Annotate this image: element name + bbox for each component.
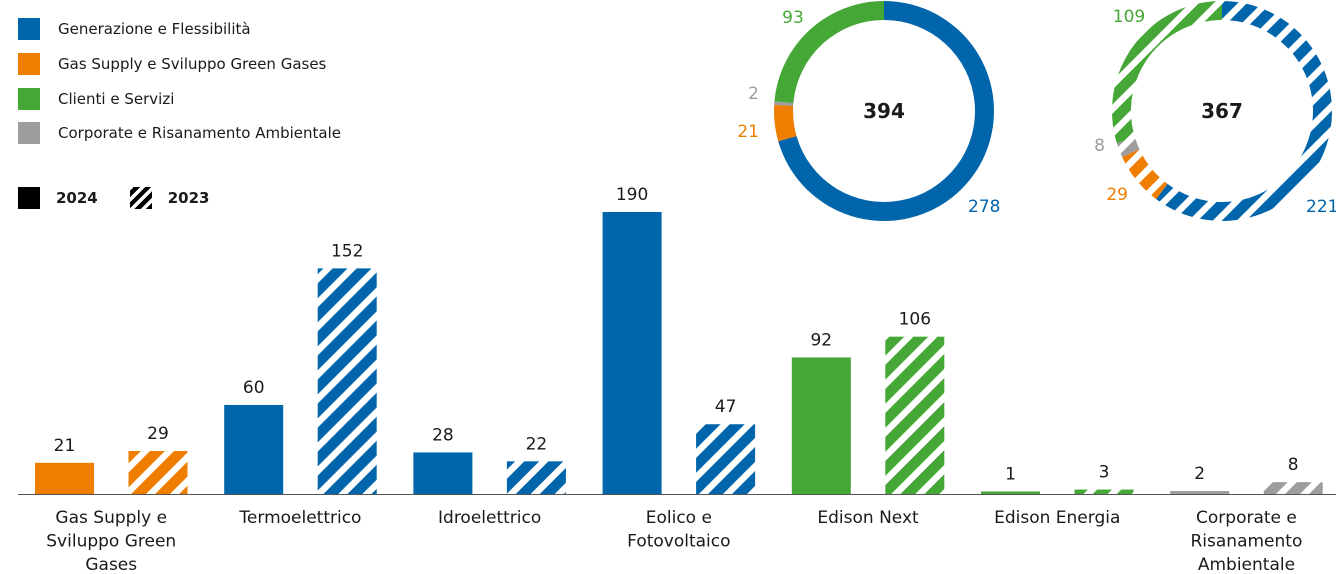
donut-2024-slice-3 (774, 1, 884, 104)
bar-value-label: 92 (810, 330, 832, 350)
legend-swatch (18, 87, 40, 110)
donut-charts: 278 21 2 93 394 221 29 8 109 367 (737, 1, 1336, 221)
category-label: Edison Energia (994, 508, 1120, 528)
category-label: Corporate e Risanamento Ambientale (1191, 508, 1303, 574)
bar-value-label: 152 (331, 241, 363, 261)
category-label-line: Gases (85, 555, 137, 574)
donut-slice-label: 29 (1106, 185, 1128, 205)
legend-item-generazione: Generazione e Flessibilità (18, 12, 341, 47)
bar-2023-6 (1263, 482, 1323, 494)
legend-item-clienti: Clienti e Servizi (18, 81, 341, 116)
donut-2023-slice-3 (1112, 1, 1222, 144)
category-label-line: Risanamento (1191, 532, 1303, 552)
category-label-line: Sviluppo Green (46, 532, 176, 552)
donut-2023-slice-1 (1122, 149, 1168, 200)
category-label: Gas Supply e Sviluppo Green Gases (46, 508, 176, 574)
bar-value-label: 47 (715, 397, 737, 417)
bar-value-label: 2 (1194, 464, 1205, 484)
bar-2023-4 (885, 336, 945, 494)
category-label-line: Gas Supply e (55, 508, 167, 528)
donut-slice-label: 221 (1306, 197, 1336, 217)
legend-item-gas-supply: Gas Supply e Sviluppo Green Gases (18, 47, 341, 82)
category-label-line: Edison Next (817, 508, 919, 528)
year-swatch-solid (18, 187, 40, 209)
bar-value-label: 60 (243, 378, 265, 398)
bar-value-label: 8 (1288, 455, 1299, 475)
year-label-2023: 2023 (167, 189, 210, 207)
legend-swatch (18, 18, 40, 41)
category-label-line: Termoelettrico (238, 508, 361, 528)
category-label: Edison Next (817, 508, 919, 528)
category-label-line: Edison Energia (994, 508, 1120, 528)
category-label: Eolico e Fotovoltaico (627, 508, 730, 552)
bar-2023-5 (1074, 489, 1134, 494)
bar-value-label: 22 (526, 434, 548, 454)
bar-2024-6 (1170, 491, 1230, 494)
donut-slice-label: 8 (1094, 136, 1105, 156)
donut-2024-slice-1 (774, 104, 797, 142)
bar-value-label: 106 (899, 310, 931, 330)
donut-slice-label: 93 (782, 8, 804, 28)
category-label-line: Fotovoltaico (627, 532, 730, 552)
legend-label: Generazione e Flessibilità (58, 20, 251, 39)
bar-2024-3 (602, 212, 662, 494)
donut-2023-slice-0 (1156, 1, 1332, 221)
bar-2023-3 (696, 424, 756, 494)
donut-2024-slice-2 (774, 101, 794, 106)
donut-total-2023: 367 (1201, 99, 1243, 123)
legend-label: Clienti e Servizi (58, 89, 175, 108)
bar-2023-2 (506, 461, 566, 494)
year-label-2024: 2024 (56, 189, 98, 207)
legend-label: Gas Supply e Sviluppo Green Gases (58, 55, 327, 74)
bar-2024-0 (35, 462, 94, 494)
year-legend: 2024 2023 (18, 187, 242, 209)
category-label: Idroelettrico (438, 508, 541, 528)
donut-2023-slice-2 (1116, 137, 1140, 158)
donut-slice-label: 109 (1113, 7, 1145, 27)
legend-item-corporate: Corporate e Risanamento Ambientale (18, 116, 341, 151)
segment-legend: Generazione e Flessibilità Gas Supply e … (18, 12, 341, 151)
donut-slice-label: 278 (968, 197, 1000, 217)
donut-slice-label: 2 (748, 84, 759, 104)
legend-label: Corporate e Risanamento Ambientale (58, 124, 341, 143)
bar-value-label: 1 (1005, 465, 1016, 485)
legend-swatch (18, 53, 40, 76)
bar-2024-5 (981, 491, 1040, 494)
bar-2024-1 (224, 404, 284, 494)
bar-value-label: 28 (432, 425, 454, 445)
bar-2024-4 (791, 357, 851, 494)
category-label-line: Eolico e (646, 508, 712, 528)
category-label-line: Idroelettrico (438, 508, 541, 528)
donut-slice-label: 21 (737, 122, 759, 142)
bar-value-label: 21 (54, 436, 76, 456)
donut-total-2024: 394 (863, 99, 905, 123)
bar-value-label: 29 (147, 424, 169, 444)
category-label-line: Corporate e (1196, 508, 1297, 528)
bar-value-label: 3 (1099, 463, 1110, 483)
bar-2024-2 (413, 452, 473, 494)
category-label: Termoelettrico (238, 508, 361, 528)
bar-2023-1 (317, 268, 377, 494)
bar-2023-0 (128, 450, 188, 494)
year-swatch-hatched (129, 187, 152, 209)
bar-value-label: 190 (616, 185, 648, 205)
category-label-line: Ambientale (1198, 555, 1295, 574)
legend-swatch (18, 122, 40, 145)
